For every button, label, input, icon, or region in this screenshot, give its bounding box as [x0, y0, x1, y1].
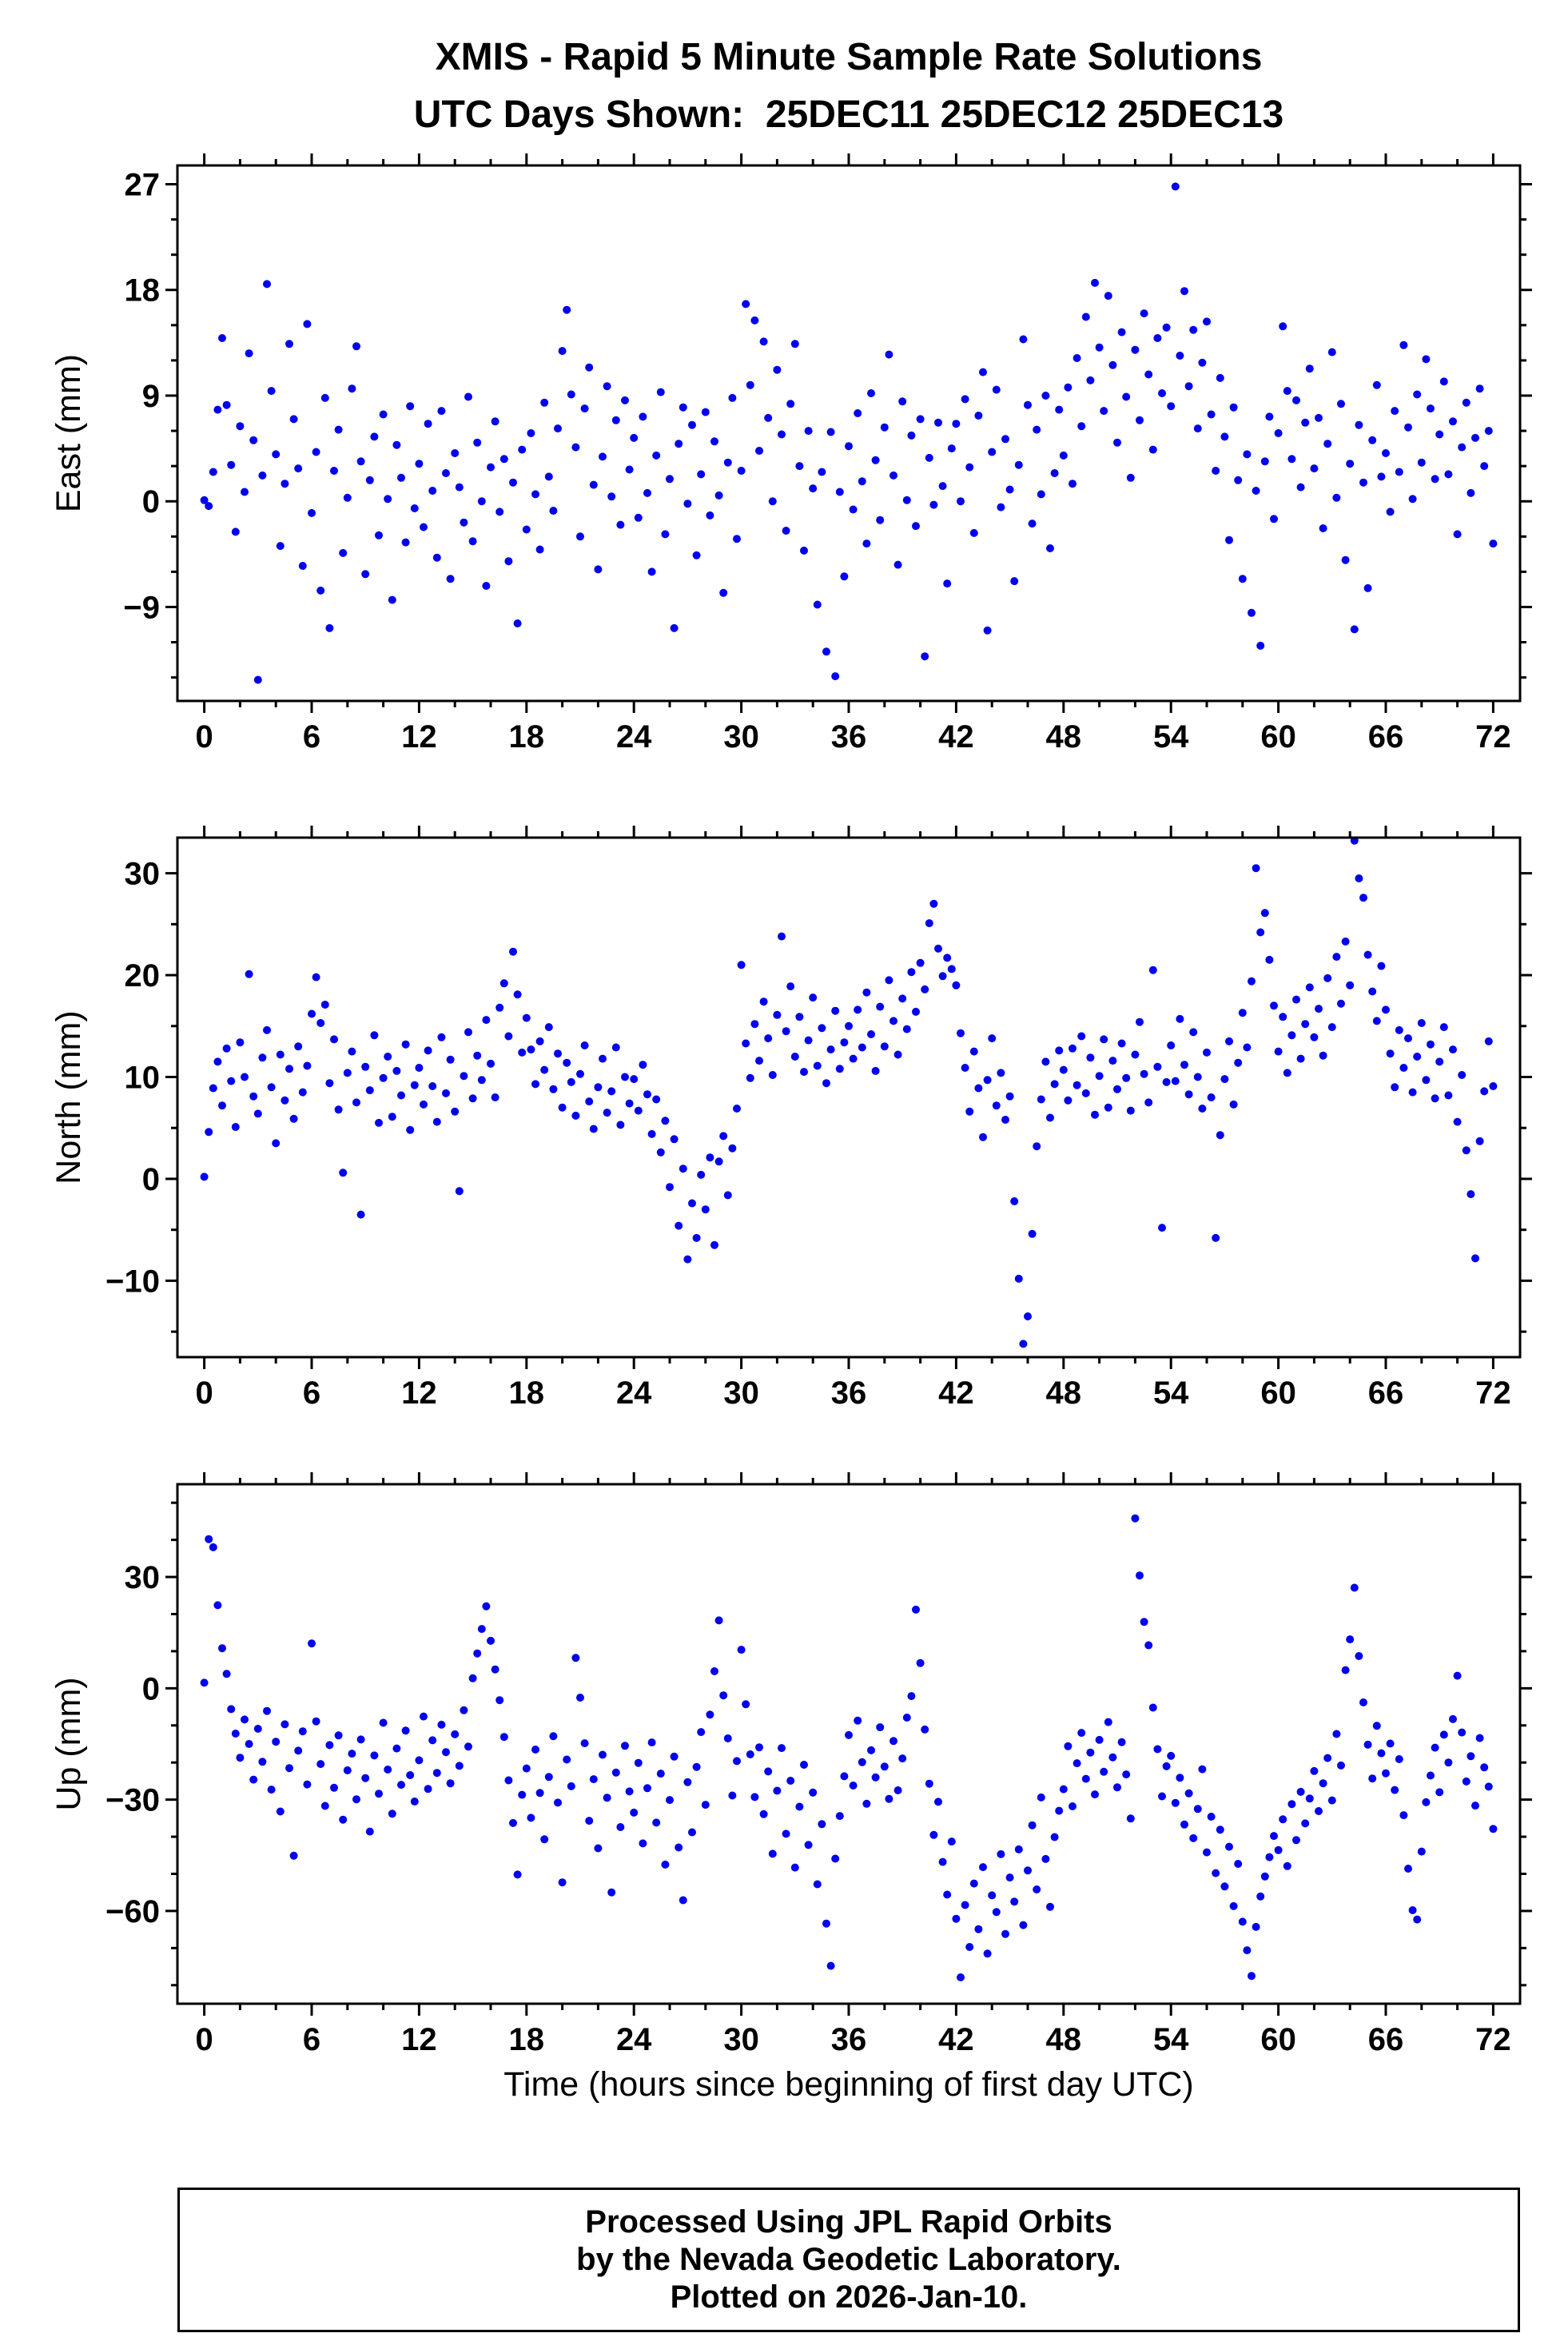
east-plot: 0 6 12 18 24 30 36 42 48 54 60 66 72 −9 0 9 18 27 — [123, 153, 1532, 754]
footer-line-3: Plotted on 2026-Jan-10. — [670, 2279, 1028, 2315]
y-tick-label: −30 — [105, 1783, 160, 1818]
x-tick-label: 54 — [1153, 719, 1189, 754]
scatter-points — [200, 182, 1498, 684]
x-tick-label: 36 — [831, 1376, 867, 1411]
scatter-points — [200, 836, 1498, 1348]
x-tick-label: 42 — [938, 719, 974, 754]
x-tick-label: 6 — [303, 1376, 320, 1411]
figure-title: XMIS - Rapid 5 Minute Sample Rate Soluti… — [435, 36, 1263, 78]
y-tick-label: 27 — [125, 168, 161, 203]
x-tick-label: 42 — [938, 2022, 974, 2057]
x-tick-label: 18 — [509, 2022, 545, 2057]
x-tick-label: 12 — [401, 1376, 437, 1411]
y-tick-label: −10 — [105, 1264, 160, 1299]
x-tick-label: 18 — [509, 719, 545, 754]
footer-box: Processed Using JPL Rapid Orbits by the … — [177, 2188, 1520, 2332]
x-tick-label: 30 — [723, 719, 759, 754]
y-axis-label-north: North (mm) — [50, 1010, 88, 1184]
x-tick-label: 30 — [723, 1376, 759, 1411]
x-tick-label: 0 — [195, 1376, 213, 1411]
north-plot: 0 6 12 18 24 30 36 42 48 54 60 66 72 −10 0 10 20 30 — [105, 826, 1532, 1411]
y-tick-label: 0 — [142, 1671, 160, 1706]
x-tick-label: 12 — [401, 2022, 437, 2057]
y-tick-label: 18 — [125, 273, 161, 309]
x-tick-label: 54 — [1153, 2022, 1189, 2057]
x-tick-label: 6 — [303, 719, 320, 754]
x-tick-label: 60 — [1260, 2022, 1296, 2057]
up-plot: 0 6 12 18 24 30 36 42 48 54 60 66 72 −60 −30 0 30 — [105, 1472, 1532, 2057]
x-tick-label: 6 — [303, 2022, 320, 2057]
x-axis-label: Time (hours since beginning of first day… — [503, 2065, 1194, 2104]
x-tick-label: 12 — [401, 719, 437, 754]
scatter-points — [200, 1514, 1498, 1981]
x-tick-label: 18 — [509, 1376, 545, 1411]
east-frame — [176, 164, 1522, 703]
x-tick-label: 48 — [1046, 719, 1082, 754]
x-tick-label: 24 — [616, 2022, 652, 2057]
x-tick-label: 60 — [1260, 1376, 1296, 1411]
x-tick-label: 0 — [195, 719, 213, 754]
x-tick-label: 48 — [1046, 1376, 1082, 1411]
y-tick-label: 0 — [142, 1162, 160, 1197]
x-tick-label: 0 — [195, 2022, 213, 2057]
x-tick-label: 72 — [1475, 1376, 1511, 1411]
y-tick-label: 30 — [125, 857, 161, 892]
up-frame — [176, 1483, 1522, 2005]
y-tick-label: 10 — [125, 1061, 161, 1096]
x-tick-label: 36 — [831, 719, 867, 754]
x-tick-label: 42 — [938, 1376, 974, 1411]
x-tick-label: 66 — [1368, 1376, 1404, 1411]
x-tick-label: 72 — [1475, 719, 1511, 754]
north-frame — [176, 836, 1522, 1359]
y-axis-label-east: East (mm) — [50, 354, 88, 512]
y-axis-label-up: Up (mm) — [50, 1677, 88, 1810]
footer-line-1: Processed Using JPL Rapid Orbits — [585, 2204, 1112, 2240]
x-tick-label: 24 — [616, 719, 652, 754]
x-tick-label: 24 — [616, 1376, 652, 1411]
x-tick-label: 54 — [1153, 1376, 1189, 1411]
x-tick-label: 66 — [1368, 2022, 1404, 2057]
y-tick-label: 0 — [142, 484, 160, 520]
x-tick-label: 72 — [1475, 2022, 1511, 2057]
figure-subtitle: UTC Days Shown: 25DEC11 25DEC12 25DEC13 — [413, 94, 1284, 136]
y-tick-label: 9 — [142, 379, 160, 414]
footer-line-2: by the Nevada Geodetic Laboratory. — [576, 2241, 1121, 2277]
y-tick-label: −60 — [105, 1894, 160, 1929]
x-tick-label: 36 — [831, 2022, 867, 2057]
x-tick-label: 60 — [1260, 719, 1296, 754]
y-tick-label: −9 — [123, 591, 160, 626]
x-tick-label: 48 — [1046, 2022, 1082, 2057]
x-tick-label: 66 — [1368, 719, 1404, 754]
y-tick-label: 30 — [125, 1560, 161, 1595]
x-tick-label: 30 — [723, 2022, 759, 2057]
y-tick-label: 20 — [125, 958, 161, 993]
